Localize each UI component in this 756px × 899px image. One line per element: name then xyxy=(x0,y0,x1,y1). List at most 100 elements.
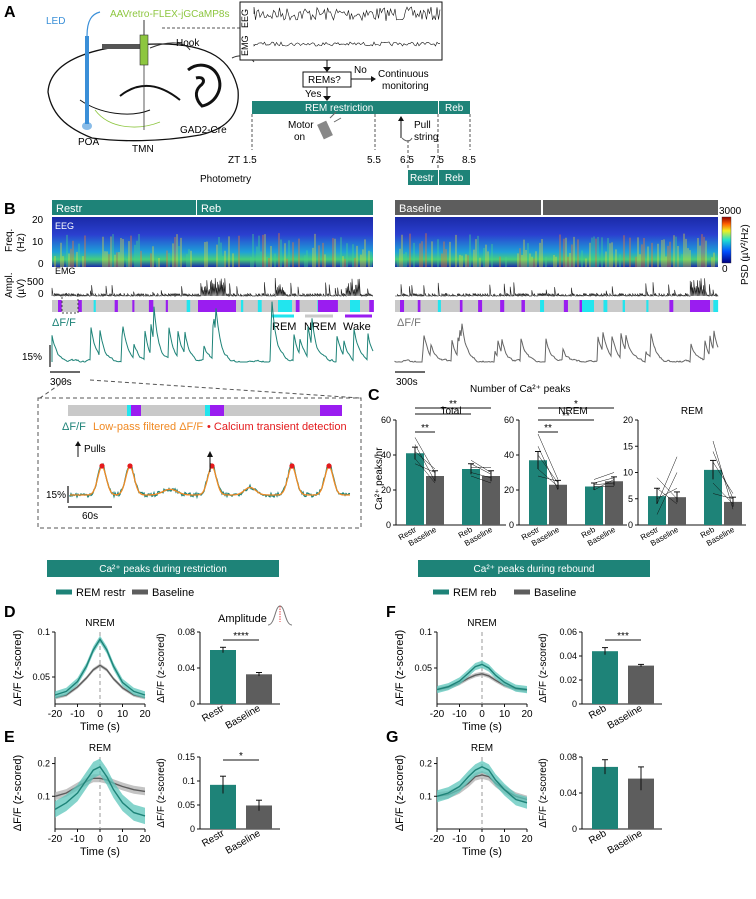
timeline-dashes xyxy=(251,114,471,170)
significance-stars: * xyxy=(441,405,445,416)
hypnogram-segment xyxy=(350,300,360,312)
inset-time: 60s xyxy=(82,511,98,522)
y-tick-label: 0 xyxy=(509,520,514,530)
individual-line xyxy=(414,437,436,473)
x-axis-label: Time (s) xyxy=(80,846,120,858)
virus-syringe xyxy=(139,34,149,66)
label-reb-a2: Reb xyxy=(445,173,464,184)
chart-title: NREM xyxy=(467,618,496,629)
inset-hypnogram xyxy=(68,405,342,416)
freq-tick-20: 20 xyxy=(32,215,44,226)
tick-5-5: 5.5 xyxy=(367,155,381,166)
y-tick-label: 0.06 xyxy=(559,627,577,637)
x-tick-label: -20 xyxy=(430,709,445,720)
bar-0 xyxy=(592,766,618,829)
x-tick-label: 0 xyxy=(479,709,485,720)
y-tick-label: 0.02 xyxy=(559,675,577,685)
label-restr-a: Restr xyxy=(410,173,435,184)
inset-peaks xyxy=(99,463,332,469)
category-label: Reb xyxy=(587,828,609,847)
scale-pct: 15% xyxy=(22,352,42,363)
series-line-1 xyxy=(54,664,146,699)
hypnogram-segment xyxy=(369,300,374,312)
label-reb-a: Reb xyxy=(445,103,464,114)
brain-schematic xyxy=(47,11,255,142)
inset-hypno-rem xyxy=(205,405,210,416)
x-tick-label: -10 xyxy=(452,709,467,720)
label-yes: Yes xyxy=(305,89,321,100)
label-uv: (µV) xyxy=(16,279,27,298)
inset-peak-dot xyxy=(127,463,133,469)
y-tick-label: 0.05 xyxy=(177,800,195,810)
hypnogram-segment xyxy=(690,300,710,312)
label-ampl: Ampl. xyxy=(4,272,15,298)
legend-right-b: Baseline xyxy=(534,587,576,599)
series-line-0 xyxy=(436,663,528,691)
inset-transient: • Calcium transient detection xyxy=(207,421,347,433)
x-tick-label: 20 xyxy=(139,834,151,845)
c-title: Number of Ca²⁺ peaks xyxy=(470,384,570,395)
individual-line xyxy=(712,482,734,505)
label-poa: POA xyxy=(78,137,99,148)
eeg-trace-a xyxy=(253,6,441,22)
y-tick-label: 0.1 xyxy=(419,627,432,637)
psd-max: 3000 xyxy=(719,206,742,217)
chart-title: NREM xyxy=(558,406,587,417)
x-tick-label: 10 xyxy=(499,709,511,720)
individual-line xyxy=(712,493,734,499)
section-title-left: Ca²⁺ peaks during restriction xyxy=(99,564,227,575)
inset-hypno-rem xyxy=(127,405,131,416)
hypnogram-segment xyxy=(93,300,96,312)
inset-peak-dot xyxy=(209,463,215,469)
tick-8-5: 8.5 xyxy=(462,155,476,166)
hypnogram-segment xyxy=(165,300,168,312)
y-tick-label: 0.1 xyxy=(37,627,50,637)
y-tick-label: 40 xyxy=(381,450,391,460)
y-tick-label: 0 xyxy=(190,824,195,834)
label-gad2: GAD2-Cre xyxy=(180,125,227,136)
section-title-right: Ca²⁺ peaks during rebound xyxy=(474,564,595,575)
y-tick-label: 20 xyxy=(623,415,633,425)
x-tick-label: 0 xyxy=(97,709,103,720)
individual-line xyxy=(656,456,678,505)
chart-title: NREM xyxy=(85,618,114,629)
y-tick-label: 0 xyxy=(572,699,577,709)
hypnogram-segment xyxy=(669,300,674,312)
y-axis-label: ΔF/F (z-scored) xyxy=(394,755,406,831)
scale-time-right: 300s xyxy=(396,377,418,388)
significance-stars: *** xyxy=(617,631,629,642)
hypnogram-segment xyxy=(646,300,649,312)
hypnogram-segment xyxy=(437,300,441,312)
x-tick-label: -10 xyxy=(70,709,85,720)
panel-letter-b: B xyxy=(4,201,16,218)
baseline-bar-b2 xyxy=(543,200,718,215)
individual-line xyxy=(537,468,559,487)
bar-2 xyxy=(462,469,480,525)
individual-line xyxy=(712,461,734,494)
flowchart xyxy=(302,60,376,101)
x-tick-label: -20 xyxy=(48,834,63,845)
scale-time-left: 300s xyxy=(50,377,72,388)
significance-stars: * xyxy=(239,751,243,762)
panel-letter-f: F xyxy=(386,604,396,621)
emg-trace-a xyxy=(253,41,441,47)
y-tick-label: 60 xyxy=(381,415,391,425)
individual-line xyxy=(414,444,436,482)
chart-e-trace: 0.1 0.2 -20 -10 0 10 20 REM Time (s) ΔF/F (z-scor… xyxy=(12,743,151,858)
bar-0 xyxy=(406,453,424,525)
label-rems: REMs? xyxy=(308,75,341,86)
label-eeg-a: EEG xyxy=(240,9,250,28)
individual-line xyxy=(656,488,678,499)
hypnogram-segment xyxy=(78,300,82,312)
label-hz: (Hz) xyxy=(16,233,27,252)
x-tick-label: 10 xyxy=(117,709,129,720)
y-tick-label: 0.15 xyxy=(177,752,195,762)
c-ylabel: Ca²⁺ peaks/hr xyxy=(374,447,385,510)
hypnogram-segment xyxy=(579,300,585,312)
restr-bar-b xyxy=(52,200,196,215)
individual-line xyxy=(656,477,678,499)
label-string: string xyxy=(414,132,438,143)
